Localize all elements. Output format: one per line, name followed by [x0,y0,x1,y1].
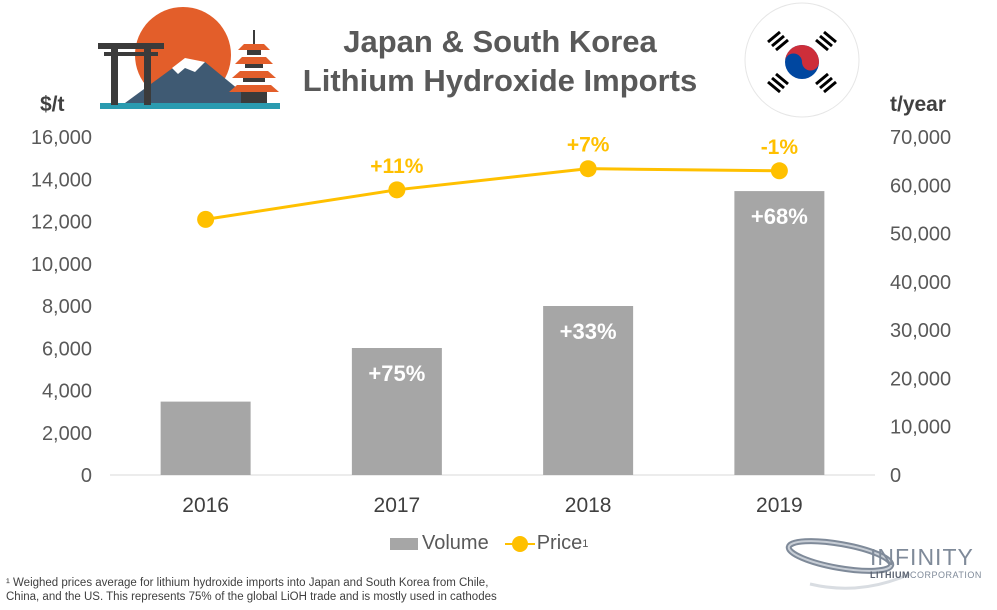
x-tick-label: 2016 [182,494,229,517]
south-korea-flag-icon [744,2,860,118]
left-tick-label: 4,000 [42,381,92,403]
legend: Volume Price 1 [390,532,588,555]
price-line [205,167,780,221]
volume-bar [734,191,825,475]
chart-title-line-2: Lithium Hydroxide Imports [302,63,698,98]
chart-title: Japan & South Korea Lithium Hydroxide Im… [250,22,750,100]
volume-change-label: +33% [560,319,617,344]
price-point [579,160,597,178]
right-tick-label: 30,000 [890,320,951,342]
right-tick-label: 60,000 [890,175,951,197]
price-point [197,210,215,228]
x-tick-label: 2017 [374,494,421,517]
legend-volume-swatch [390,537,418,550]
x-tick-label: 2018 [565,494,612,517]
price-point [770,162,788,180]
left-tick-label: 14,000 [31,169,92,191]
x-tick-label: 2019 [756,494,803,517]
volume-bar [543,306,634,475]
infinity-lithium-logo-icon: INFINITY LITHIUMCORPORATION [770,534,992,606]
volume-change-label: +68% [751,204,808,229]
legend-price-swatch [504,535,535,552]
plot-layer: 0 2,000 4,000 6,000 8,000 10,000 12,000 14,000 1… [31,127,951,517]
left-tick-label: 10,000 [31,254,92,276]
legend-price-label: Price [536,532,583,554]
right-tick-label: 20,000 [890,368,951,390]
right-axis-unit: t/year [890,93,947,116]
left-tick-label: 6,000 [42,338,92,360]
left-tick-label: 12,000 [31,212,92,234]
logo-sub-b: CORPORATION [910,570,982,580]
left-tick-label: 2,000 [42,423,92,445]
logo-sub-a: LITHIUM [870,570,910,580]
legend-volume-label: Volume [422,532,489,554]
footnote: ¹ Weighed prices average for lithium hyd… [6,576,566,604]
right-tick-label: 50,000 [890,224,951,246]
logo-name: INFINITY [870,544,974,570]
left-tick-label: 16,000 [31,127,92,149]
footnote-line-2: China, and the US. This represents 75% o… [6,591,497,603]
logo-subtitle: LITHIUMCORPORATION [870,570,982,580]
legend-price-superscript: 1 [582,537,589,550]
left-tick-label: 8,000 [42,296,92,318]
right-tick-label: 10,000 [890,417,951,439]
price-change-label: -1% [761,136,799,159]
price-change-label: +11% [370,155,423,178]
japan-landscape-icon [98,7,280,109]
price-change-label: +7% [567,134,610,157]
volume-bar [351,348,442,475]
footnote-line-1: ¹ Weighed prices average for lithium hyd… [6,577,489,589]
chart-title-line-1: Japan & South Korea [343,24,657,59]
price-point [388,181,406,199]
right-tick-label: 40,000 [890,272,951,294]
right-tick-label: 70,000 [890,127,951,149]
right-tick-label: 0 [890,465,901,487]
left-axis-unit: $/t [40,93,65,116]
left-tick-label: 0 [81,465,92,487]
volume-change-label: +75% [368,361,425,386]
volume-bar [160,401,251,475]
